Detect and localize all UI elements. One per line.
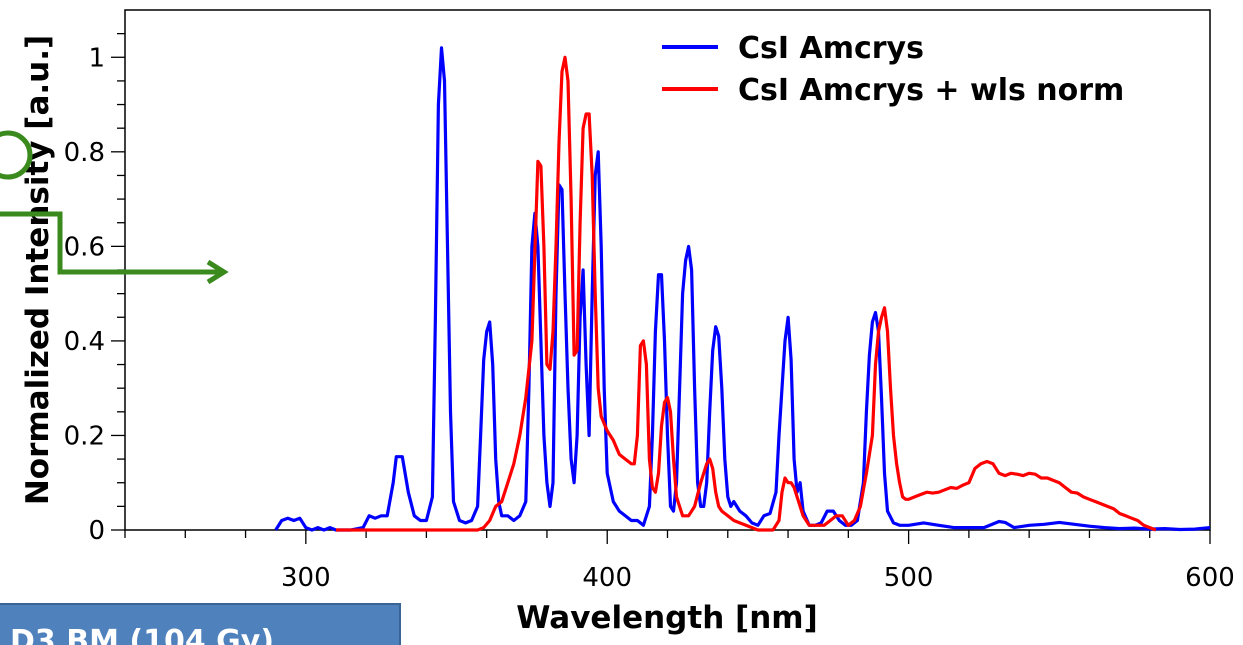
annotation-arrow xyxy=(0,130,229,285)
y-tick-label: 0.6 xyxy=(64,232,105,262)
annotation-circle-marker xyxy=(0,130,33,180)
x-tick-label: 400 xyxy=(582,563,632,593)
sample-badge-box xyxy=(0,603,401,645)
y-tick-label: 0 xyxy=(88,516,105,546)
annotation-arrow-line xyxy=(0,211,220,275)
x-tick-label: 600 xyxy=(1185,563,1235,593)
y-tick-label: 0.2 xyxy=(64,421,105,451)
y-tick-label: 0.8 xyxy=(64,138,105,168)
legend-label-1: CsI Amcrys xyxy=(738,31,924,66)
x-axis-title: Wavelength [nm] xyxy=(516,600,818,636)
sample-badge: D3 BM (104 Gy) xyxy=(0,603,401,645)
axis-tick-labels: 300 400 500 600 0 0.2 0.4 0.6 0.8 1 xyxy=(64,43,1235,593)
x-tick-label: 300 xyxy=(281,563,331,593)
y-axis-title: Normalized Intensity [a.u.] xyxy=(20,35,56,505)
x-tick-label: 500 xyxy=(884,563,934,593)
y-tick-label: 1 xyxy=(88,43,105,73)
legend: CsI Amcrys CsI Amcrys + wls norm xyxy=(662,31,1124,108)
series-line-1 xyxy=(274,46,1211,532)
sample-badge-label: D3 BM (104 Gy) xyxy=(10,624,274,645)
series-layer xyxy=(274,46,1211,532)
axis-ticks xyxy=(111,32,1211,544)
legend-label-2: CsI Amcrys + wls norm xyxy=(738,73,1124,108)
arrow-head-icon xyxy=(206,259,229,285)
series-line-2 xyxy=(336,55,1157,532)
y-tick-label: 0.4 xyxy=(64,327,105,357)
